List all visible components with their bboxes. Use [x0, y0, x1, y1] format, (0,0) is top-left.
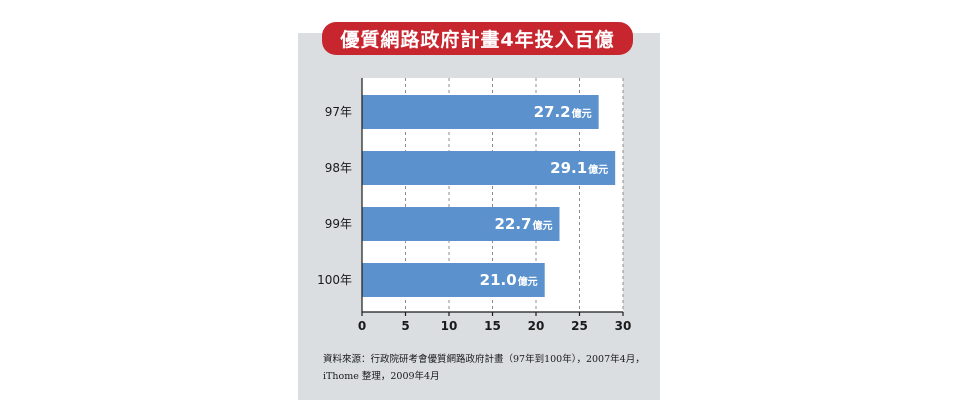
- data-label-unit: 億元: [572, 107, 592, 120]
- category-label: 97年: [325, 105, 352, 119]
- x-tick-label: 5: [401, 319, 409, 333]
- data-label: 27.2億元: [534, 103, 592, 121]
- x-tick-label: 30: [615, 319, 632, 333]
- bar-2: [362, 151, 616, 185]
- chart-title-banner: 優質網路政府計畫4年投入百億: [322, 22, 633, 55]
- x-tick-label: 25: [571, 319, 588, 333]
- source-note: 資料來源：行政院研考會優質網路政府計畫（97年到100年），2007年4月， i…: [323, 351, 645, 385]
- data-label: 29.1億元: [550, 159, 608, 177]
- data-label: 21.0億元: [480, 271, 538, 289]
- x-tick-label: 20: [528, 319, 545, 333]
- chart-title: 優質網路政府計畫4年投入百億: [340, 29, 615, 51]
- category-label: 98年: [325, 161, 352, 175]
- data-label-unit: 億元: [518, 275, 538, 288]
- bar-3: [362, 207, 560, 241]
- x-tick-label: 10: [441, 319, 458, 333]
- data-label-value: 22.7: [494, 215, 531, 233]
- data-label-value: 21.0: [480, 271, 517, 289]
- axes: 0 5 10 15 20 25 30: [358, 78, 632, 333]
- data-label: 22.7億元: [494, 215, 552, 233]
- source-line-2: iThome 整理，2009年4月: [323, 371, 440, 382]
- data-label-unit: 億元: [588, 163, 608, 176]
- x-tick-label: 0: [358, 319, 366, 333]
- data-label-unit: 億元: [532, 219, 552, 232]
- data-label-value: 27.2: [534, 103, 571, 121]
- source-line-1: 資料來源：行政院研考會優質網路政府計畫（97年到100年），2007年4月，: [323, 354, 645, 365]
- x-tick-label: 15: [484, 319, 501, 333]
- bar-4: [362, 263, 545, 297]
- data-label-value: 29.1: [550, 159, 587, 177]
- category-label: 100年: [317, 273, 352, 287]
- bar-1: [362, 95, 599, 129]
- category-label: 99年: [325, 217, 352, 231]
- bars: [362, 95, 616, 297]
